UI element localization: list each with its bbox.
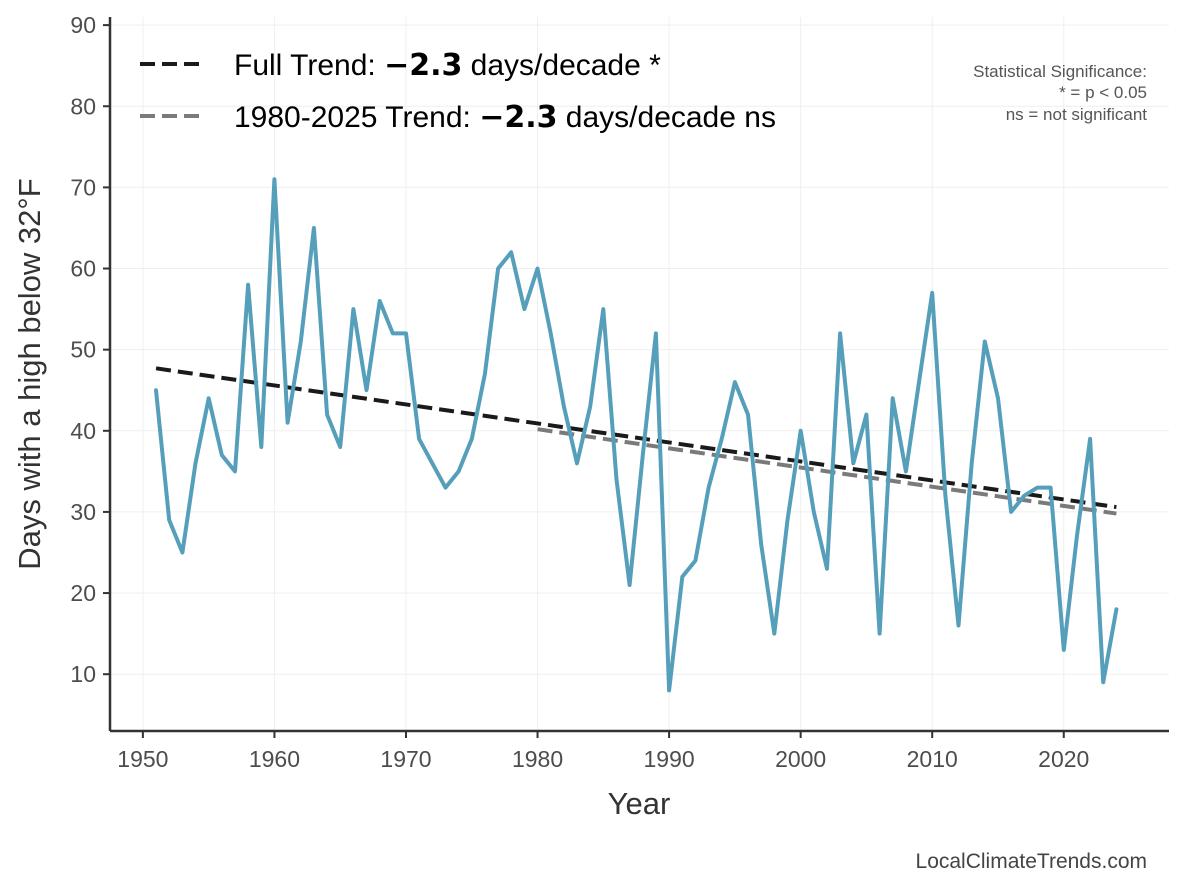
series-line <box>154 177 1119 693</box>
x-tick-label: 1990 <box>644 746 695 772</box>
legend-full-trend-suffix: days/decade * <box>462 49 661 82</box>
legend-label-recent-trend: 1980-2025 Trend: −2.3 days/decade ns <box>234 100 776 135</box>
grid-lines <box>110 17 1169 731</box>
y-tick-label: 50 <box>70 337 96 363</box>
significance-note: Statistical Significance: * = p < 0.05 n… <box>973 62 1147 124</box>
y-tick-label: 60 <box>70 256 96 282</box>
recent-trend-line <box>537 427 1117 516</box>
y-axis-title: Days with a high below 32°F <box>12 178 47 569</box>
y-tick-label: 90 <box>70 12 96 38</box>
x-tick-label: 1960 <box>249 746 300 772</box>
x-tick-label: 1950 <box>117 746 168 772</box>
y-tick-label: 10 <box>70 661 96 687</box>
y-tick-label: 70 <box>70 174 96 200</box>
y-ticks: 10 20 30 40 50 60 70 80 90 <box>70 12 110 687</box>
y-tick-label: 80 <box>70 93 96 119</box>
full-trend-line <box>155 366 1117 510</box>
legend-full-trend-value: −2.3 <box>384 48 462 83</box>
y-tick-label: 40 <box>70 418 96 444</box>
x-tick-label: 2000 <box>775 746 826 772</box>
legend-full-trend-prefix: Full Trend: <box>234 49 384 82</box>
credit-text: LocalClimateTrends.com <box>916 850 1147 873</box>
legend-recent-trend-suffix: days/decade ns <box>557 101 775 134</box>
x-tick-label: 1970 <box>380 746 431 772</box>
significance-title: Statistical Significance: <box>973 62 1147 81</box>
x-tick-label: 1980 <box>512 746 563 772</box>
significance-line-1: * = p < 0.05 <box>1059 83 1147 102</box>
data-series <box>154 177 1119 693</box>
x-tick-label: 2020 <box>1038 746 1089 772</box>
y-tick-label: 20 <box>70 580 96 606</box>
x-tick-label: 2010 <box>907 746 958 772</box>
y-tick-label: 30 <box>70 499 96 525</box>
legend-label-full-trend: Full Trend: −2.3 days/decade * <box>234 48 661 83</box>
significance-line-2: ns = not significant <box>1006 105 1148 124</box>
x-ticks: 1950 1960 1970 1980 1990 2000 2010 2020 <box>117 731 1089 772</box>
legend-recent-trend-value: −2.3 <box>479 100 557 135</box>
legend-recent-trend-prefix: 1980-2025 Trend: <box>234 101 479 134</box>
legend: Full Trend: −2.3 days/decade * 1980-2025… <box>140 48 776 135</box>
axes <box>108 17 1169 733</box>
x-axis-title: Year <box>608 786 671 821</box>
